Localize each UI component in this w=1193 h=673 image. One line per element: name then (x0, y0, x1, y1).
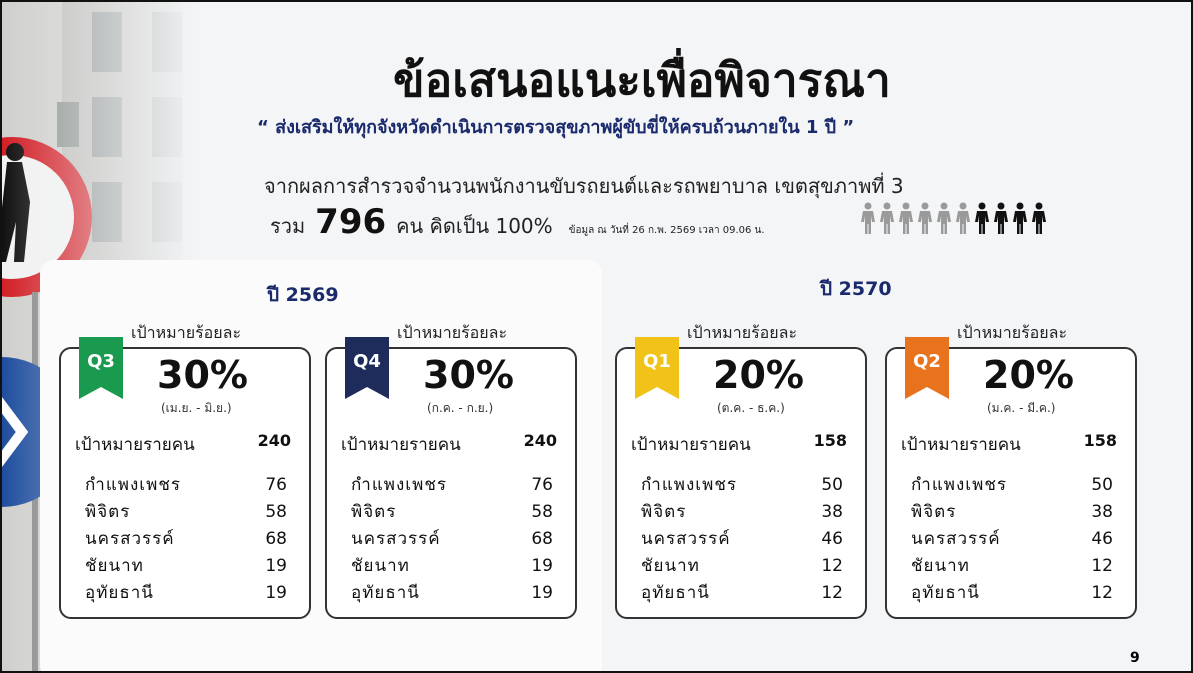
province-name: นครสวรรค์ (641, 529, 731, 549)
province-name: กำแพงเพชร (85, 475, 181, 495)
province-name: อุทัยธานี (85, 583, 154, 603)
province-value: 19 (531, 556, 553, 576)
quarter-card: Q2 เป้าหมายร้อยละ 20% (ม.ค. - มี.ค.) เป้าหมา… (885, 323, 1137, 619)
province-value: 58 (265, 502, 287, 522)
province-value: 38 (1091, 502, 1113, 522)
data-note: ข้อมูล ณ วันที่ 26 ก.พ. 2569 เวลา 09.06 … (568, 225, 765, 236)
province-name: ชัยนาท (85, 556, 144, 576)
period: (ก.ค. - ก.ย.) (427, 401, 494, 415)
province-value: 76 (265, 475, 287, 495)
people-value: 158 (1083, 431, 1117, 450)
province-name: นครสวรรค์ (85, 529, 175, 549)
quarter-ribbon: Q3 (79, 337, 123, 399)
title: ข้อเสนอแนะเพื่อพิจารณา (393, 53, 891, 107)
summary-text: จากผลการสำรวจจำนวนพนักงานขับรถยนต์และรถพ… (264, 174, 904, 198)
province-value: 50 (1091, 475, 1113, 495)
province-name: นครสวรรค์ (911, 529, 1001, 549)
quarter-ribbon: Q1 (635, 337, 679, 399)
target-label: เป้าหมายร้อยละ (687, 323, 798, 342)
quarter-label: Q4 (353, 351, 381, 372)
subtitle: “ ส่งเสริมให้ทุกจังหวัดดำเนินการตรวจสุขภ… (257, 117, 855, 138)
page-number: 9 (1130, 650, 1140, 666)
quarter-card: Q1 เป้าหมายร้อยละ 20% (ต.ค. - ธ.ค.) เป้าหมาย… (615, 323, 867, 619)
people-value: 240 (257, 431, 291, 450)
target-percent: 20% (983, 353, 1074, 397)
province-name: กำแพงเพชร (911, 475, 1007, 495)
target-label: เป้าหมายร้อยละ (957, 323, 1068, 342)
year-label: ปี 2570 (820, 278, 892, 300)
province-value: 19 (265, 556, 287, 576)
province-name: ชัยนาท (351, 556, 410, 576)
period: (ต.ค. - ธ.ค.) (717, 401, 785, 415)
province-name: ชัยนาท (641, 556, 700, 576)
province-name: กำแพงเพชร (351, 475, 447, 495)
province-value: 12 (821, 583, 843, 603)
quarter-label: Q1 (643, 351, 671, 372)
people-label: เป้าหมายรายคน (631, 435, 751, 455)
quarter-ribbon: Q2 (905, 337, 949, 399)
target-label: เป้าหมายร้อยละ (397, 323, 508, 342)
people-label: เป้าหมายรายคน (341, 435, 461, 455)
quarter-label: Q2 (913, 351, 941, 372)
province-name: พิจิตร (641, 502, 687, 522)
province-value: 12 (1091, 556, 1113, 576)
province-name: พิจิตร (911, 502, 957, 522)
province-value: 19 (265, 583, 287, 603)
province-name: พิจิตร (351, 502, 397, 522)
province-value: 12 (1091, 583, 1113, 603)
people-value: 158 (813, 431, 847, 450)
period: (เม.ย. - มิ.ย.) (161, 401, 232, 415)
year-label: ปี 2569 (267, 284, 339, 306)
total-prefix: รวม (270, 214, 306, 238)
province-name: กำแพงเพชร (641, 475, 737, 495)
province-value: 68 (531, 529, 553, 549)
province-name: อุทัยธานี (351, 583, 420, 603)
total-suffix: คน คิดเป็น 100% (396, 214, 553, 238)
people-label: เป้าหมายรายคน (75, 435, 195, 455)
province-value: 12 (821, 556, 843, 576)
province-value: 46 (821, 529, 843, 549)
people-label: เป้าหมายรายคน (901, 435, 1021, 455)
province-name: ชัยนาท (911, 556, 970, 576)
people-icons (861, 202, 1046, 234)
province-value: 68 (265, 529, 287, 549)
province-name: อุทัยธานี (911, 583, 980, 603)
province-name: อุทัยธานี (641, 583, 710, 603)
province-value: 46 (1091, 529, 1113, 549)
province-value: 58 (531, 502, 553, 522)
quarter-card: Q3 เป้าหมายร้อยละ 30% (เม.ย. - มิ.ย.) เป้าหม… (59, 323, 311, 619)
province-name: นครสวรรค์ (351, 529, 441, 549)
summary-total: รวม 796 คน คิดเป็น 100% ข้อมูล ณ วันที่ … (270, 202, 765, 242)
people-value: 240 (523, 431, 557, 450)
target-percent: 30% (423, 353, 514, 397)
province-value: 50 (821, 475, 843, 495)
province-value: 76 (531, 475, 553, 495)
target-label: เป้าหมายร้อยละ (131, 323, 242, 342)
target-percent: 30% (157, 353, 248, 397)
total-value: 796 (315, 202, 387, 242)
province-value: 19 (531, 583, 553, 603)
period: (ม.ค. - มี.ค.) (987, 401, 1056, 415)
province-value: 38 (821, 502, 843, 522)
quarter-label: Q3 (87, 351, 115, 372)
province-name: พิจิตร (85, 502, 131, 522)
quarter-card: Q4 เป้าหมายร้อยละ 30% (ก.ค. - ก.ย.) เป้าหมาย… (325, 323, 577, 619)
target-percent: 20% (713, 353, 804, 397)
quarter-ribbon: Q4 (345, 337, 389, 399)
